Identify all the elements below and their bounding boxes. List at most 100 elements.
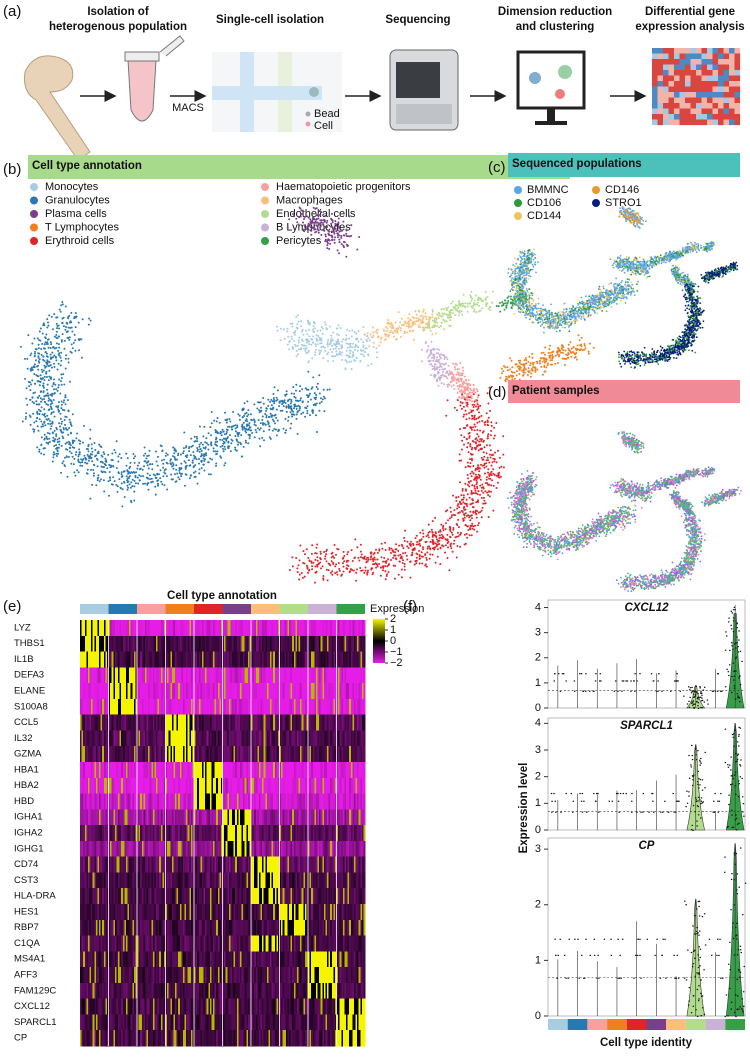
cell-dot: [64, 329, 66, 331]
cell-dot: [631, 291, 633, 293]
cell-dot: [199, 444, 201, 446]
heat-cell: [696, 87, 702, 93]
cell-dot: [452, 363, 454, 365]
cell-dot: [454, 314, 456, 316]
cell-dot: [442, 314, 444, 316]
step-title: Dimension reduction: [498, 6, 612, 18]
cell-dot: [107, 454, 109, 456]
cell-dot: [335, 230, 337, 232]
cell-dot: [332, 562, 334, 564]
cell-dot: [532, 366, 534, 368]
cell-dot: [312, 221, 314, 223]
cell-dot: [461, 393, 463, 395]
cell-dot: [103, 451, 105, 453]
heat-cell: [691, 70, 697, 76]
cell-dot: [277, 389, 279, 391]
cell-dot: [479, 310, 481, 312]
cell-dot: [53, 313, 55, 315]
cell-dot: [508, 268, 510, 270]
cell-dot: [454, 368, 456, 370]
cell-dot: [469, 435, 471, 437]
cell-dot: [192, 451, 194, 453]
cell-dot: [132, 453, 134, 455]
cell-dot: [497, 482, 499, 484]
legend-label: Haematopoietic progenitors: [276, 181, 411, 193]
cell-dot: [447, 399, 449, 401]
cell-dot: [208, 473, 210, 475]
heat-cell: [707, 59, 713, 65]
cell-dot: [507, 300, 509, 302]
cell-dot: [478, 474, 480, 476]
cell-dot: [41, 371, 43, 373]
cell-dot: [273, 415, 275, 417]
cell-dot: [202, 464, 204, 466]
cell-dot: [338, 353, 340, 355]
cell-dot: [440, 531, 442, 533]
cell-dot: [418, 324, 420, 326]
cell-dot: [48, 370, 50, 372]
cell-dot: [471, 490, 473, 492]
cell-dot: [547, 363, 549, 365]
cell-dot: [217, 432, 219, 434]
cell-dot: [183, 447, 185, 449]
cell-dot: [333, 231, 335, 233]
cell-dot: [418, 550, 420, 552]
cell-dot: [509, 280, 511, 282]
cell-dot: [462, 367, 464, 369]
cell-dot: [463, 494, 465, 496]
cell-dot: [487, 421, 489, 423]
cell-dot: [587, 305, 589, 307]
cell-dot: [338, 227, 340, 229]
cell-dot: [365, 570, 367, 572]
cell-dot: [372, 572, 374, 574]
cell-dot: [290, 423, 292, 425]
cell-dot: [583, 349, 585, 351]
cell-dot: [52, 440, 54, 442]
cell-dot: [422, 556, 424, 558]
cell-dot: [427, 546, 429, 548]
cell-dot: [56, 316, 58, 318]
heat-cell: [729, 98, 735, 104]
cell-dot: [116, 467, 118, 469]
cell-dot: [34, 392, 36, 394]
cell-dot: [229, 426, 231, 428]
cell-dot: [436, 352, 438, 354]
cell-dot: [56, 331, 58, 333]
cell-dot: [319, 340, 321, 342]
cell-dot: [40, 374, 42, 376]
heat-cell: [674, 103, 680, 109]
cell-dot: [155, 494, 157, 496]
cell-dot: [193, 466, 195, 468]
cell-dot: [343, 560, 345, 562]
heat-cell: [713, 59, 719, 65]
cell-dot: [448, 569, 450, 571]
cell-dot: [100, 446, 102, 448]
cell-dot: [48, 418, 50, 420]
cell-dot: [307, 238, 309, 240]
cell-dot: [81, 465, 83, 467]
cell-dot: [453, 540, 455, 542]
cell-dot: [373, 342, 375, 344]
cell-dot: [329, 343, 331, 345]
cell-dot: [398, 545, 400, 547]
cell-dot: [362, 326, 364, 328]
cell-dot: [525, 368, 527, 370]
cell-dot: [419, 558, 421, 560]
cell-dot: [331, 213, 333, 215]
heat-cell: [685, 98, 691, 104]
heat-cell: [735, 54, 741, 60]
cell-dot: [79, 465, 81, 467]
cell-dot: [538, 310, 540, 312]
cell-dot: [189, 465, 191, 467]
cell-dot: [62, 431, 64, 433]
cell-dot: [568, 344, 570, 346]
cell-dot: [339, 351, 341, 353]
cell-dot: [29, 389, 31, 391]
cell-dot: [330, 223, 332, 225]
cell-dot: [149, 463, 151, 465]
cell-dot: [138, 474, 140, 476]
cell-dot: [490, 309, 492, 311]
cell-dot: [447, 546, 449, 548]
cell-dot: [431, 326, 433, 328]
cell-dot: [37, 369, 39, 371]
